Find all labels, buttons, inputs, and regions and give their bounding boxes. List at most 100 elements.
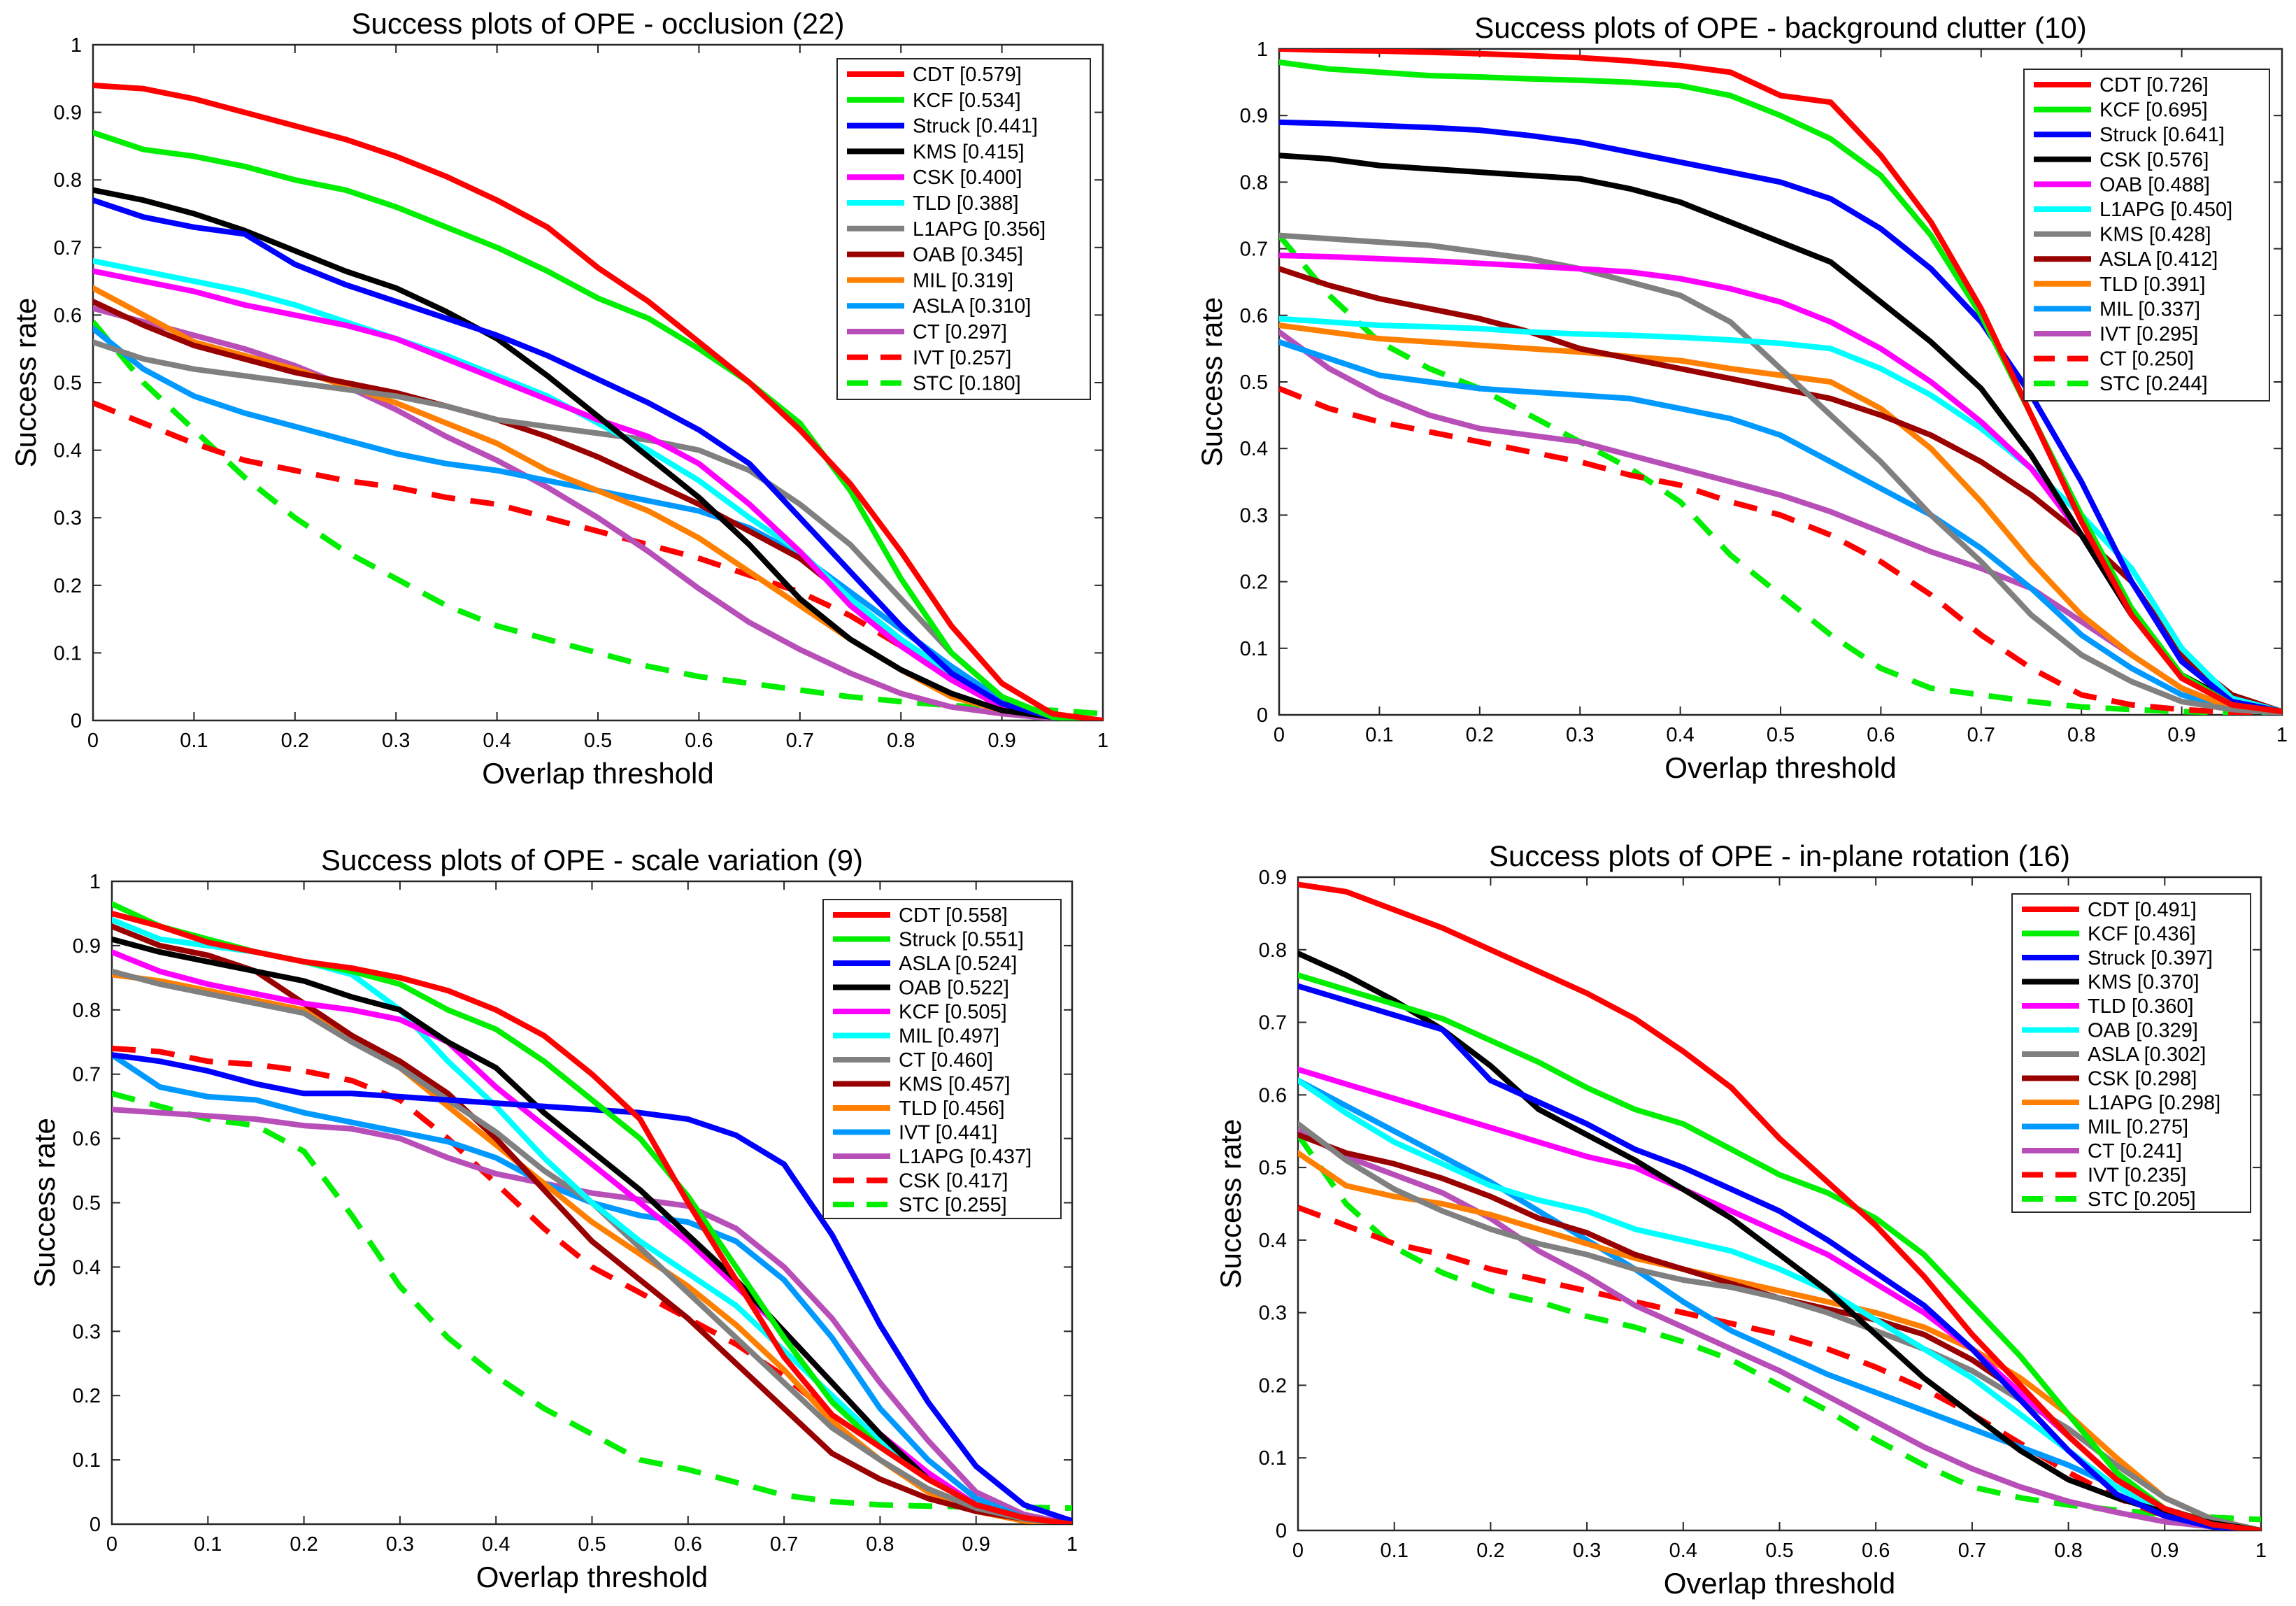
legend-label: Struck [0.397] xyxy=(2088,947,2213,969)
y-tick-label: 0 xyxy=(90,1514,101,1536)
y-tick-label: 0.5 xyxy=(73,1193,101,1215)
legend-label: KCF [0.534] xyxy=(913,90,1021,112)
series-line-kms xyxy=(112,923,1072,1524)
chart-panel-2: 0 0.1 0.2 0.3 0.4 0.5 0.6 0.7 0.8 0.9 1 0 0.1 0.2 0.3 0… xyxy=(1195,11,2288,784)
legend: CDT [0.579] KCF [0.534] Struck [0.441] KMS … xyxy=(836,58,1091,400)
series-line-stc xyxy=(112,1090,1072,1511)
x-tick-label: 0.2 xyxy=(1476,1540,1504,1562)
chart-title: Success plots of OPE - scale variation (… xyxy=(321,844,863,876)
y-tick-label: 0.6 xyxy=(54,304,82,327)
y-axis-label: Success rate xyxy=(1195,297,1228,467)
series-line-struck xyxy=(1298,983,2261,1530)
series-group xyxy=(1298,881,2261,1530)
x-axis-label: Overlap threshold xyxy=(482,757,714,790)
legend-label: Struck [0.441] xyxy=(913,115,1038,138)
x-tick-label: 0.4 xyxy=(1669,1540,1697,1562)
legend-label: ASLA [0.412] xyxy=(2099,248,2218,271)
y-tick-label: 0.5 xyxy=(1259,1157,1287,1179)
legend-label: L1APG [0.356] xyxy=(913,218,1046,241)
x-tick-label: 0 xyxy=(106,1533,117,1556)
series-line-kcf xyxy=(1298,972,2261,1530)
legend-label: CT [0.297] xyxy=(913,321,1007,343)
series-line-mil xyxy=(1279,339,2282,715)
x-tick-label: 0.7 xyxy=(786,730,814,752)
series-line-stc xyxy=(1279,234,2282,715)
legend-label: TLD [0.391] xyxy=(2099,273,2206,296)
y-tick-label: 0.6 xyxy=(1240,305,1268,327)
x-tick-label: 0.3 xyxy=(1573,1540,1601,1562)
x-tick-label: 0.1 xyxy=(180,730,208,752)
y-tick-label: 0.7 xyxy=(1259,1012,1287,1035)
legend-label: KMS [0.457] xyxy=(899,1074,1011,1096)
y-tick-label: 1 xyxy=(1257,38,1268,61)
series-line-kcf xyxy=(93,129,1103,720)
y-tick-label: 0.7 xyxy=(73,1064,101,1086)
legend-label: CDT [0.579] xyxy=(913,64,1022,86)
legend-label: STC [0.205] xyxy=(2088,1188,2196,1211)
series-group xyxy=(1279,49,2282,715)
x-tick-label: 0.2 xyxy=(1466,724,1494,746)
x-tick-label: 0.8 xyxy=(866,1533,894,1556)
y-tick-label: 0.5 xyxy=(54,372,82,395)
y-tick-label: 0.8 xyxy=(54,169,82,192)
series-line-asla xyxy=(112,1052,1072,1524)
x-tick-label: 0.1 xyxy=(194,1533,222,1556)
y-tick-label: 0.8 xyxy=(1259,939,1287,962)
legend-label: IVT [0.235] xyxy=(2088,1165,2186,1187)
chart-title: Success plots of OPE - occlusion (22) xyxy=(352,7,845,40)
x-tick-label: 0.4 xyxy=(483,730,511,752)
y-tick-label: 0.2 xyxy=(1240,571,1268,594)
series-line-l1apg xyxy=(93,339,1103,720)
y-axis-label: Success rate xyxy=(9,298,42,468)
legend-label: L1APG [0.450] xyxy=(2099,199,2232,221)
x-tick-label: 0.5 xyxy=(584,730,612,752)
x-tick-label: 0.9 xyxy=(2167,724,2195,746)
x-tick-label: 0.8 xyxy=(2054,1540,2082,1562)
legend-label: MIL [0.497] xyxy=(899,1025,999,1048)
y-tick-label: 0.7 xyxy=(1240,239,1268,261)
series-group xyxy=(93,83,1103,720)
chart-panel-4: 0 0.1 0.2 0.3 0.4 0.5 0.6 0.7 0.8 0.9 1 0 0.1 0.2 0.3 0… xyxy=(1214,839,2267,1600)
x-tick-label: 0.4 xyxy=(482,1533,510,1556)
x-tick-label: 0.1 xyxy=(1381,1540,1409,1562)
x-tick-label: 0.7 xyxy=(1967,724,1995,746)
legend-label: KCF [0.505] xyxy=(899,1001,1007,1023)
y-tick-label: 0.3 xyxy=(1259,1302,1287,1325)
y-tick-label: 0.5 xyxy=(1240,371,1268,394)
x-tick-label: 0.6 xyxy=(1862,1540,1890,1562)
y-tick-label: 0.6 xyxy=(73,1128,101,1151)
x-tick-label: 0.3 xyxy=(382,730,410,752)
x-tick-label: 0.3 xyxy=(1566,724,1594,746)
legend-label: KCF [0.695] xyxy=(2099,99,2208,122)
legend-label: TLD [0.456] xyxy=(899,1097,1005,1120)
series-line-kms xyxy=(1279,232,2282,715)
legend: CDT [0.558]Struck [0.551]ASLA [0.524]OAB… xyxy=(822,899,1062,1219)
y-tick-label: 0.7 xyxy=(54,237,82,260)
legend-label: CDT [0.491] xyxy=(2088,899,2197,921)
legend-label: KMS [0.415] xyxy=(913,141,1025,163)
y-tick-label: 0.4 xyxy=(1240,438,1268,460)
x-axis-label: Overlap threshold xyxy=(1664,751,1897,784)
y-tick-label: 0 xyxy=(71,710,82,732)
y-tick-label: 0.9 xyxy=(73,935,101,958)
x-tick-label: 1 xyxy=(1067,1533,1078,1556)
y-axis-label: Success rate xyxy=(28,1118,61,1288)
series-line-kcf xyxy=(112,949,1072,1524)
x-tick-label: 0.2 xyxy=(281,730,309,752)
x-tick-label: 0 xyxy=(1274,724,1285,746)
x-tick-label: 0.6 xyxy=(674,1533,702,1556)
y-tick-label: 0.4 xyxy=(54,440,82,462)
series-line-l1apg xyxy=(112,1107,1072,1524)
y-tick-label: 0.2 xyxy=(54,575,82,597)
y-tick-label: 0.6 xyxy=(1259,1084,1287,1107)
y-tick-label: 0.8 xyxy=(73,1000,101,1022)
y-tick-label: 0.3 xyxy=(54,507,82,530)
y-tick-label: 0.4 xyxy=(73,1256,101,1279)
y-tick-label: 1 xyxy=(90,871,101,893)
legend-label: CSK [0.298] xyxy=(2088,1068,2197,1090)
y-axis-label: Success rate xyxy=(1214,1119,1247,1289)
legend-label: CT [0.241] xyxy=(2088,1140,2182,1163)
y-tick-label: 0.9 xyxy=(54,102,82,125)
y-tick-label: 0 xyxy=(1276,1520,1287,1542)
legend-label: Struck [0.551] xyxy=(899,929,1024,951)
